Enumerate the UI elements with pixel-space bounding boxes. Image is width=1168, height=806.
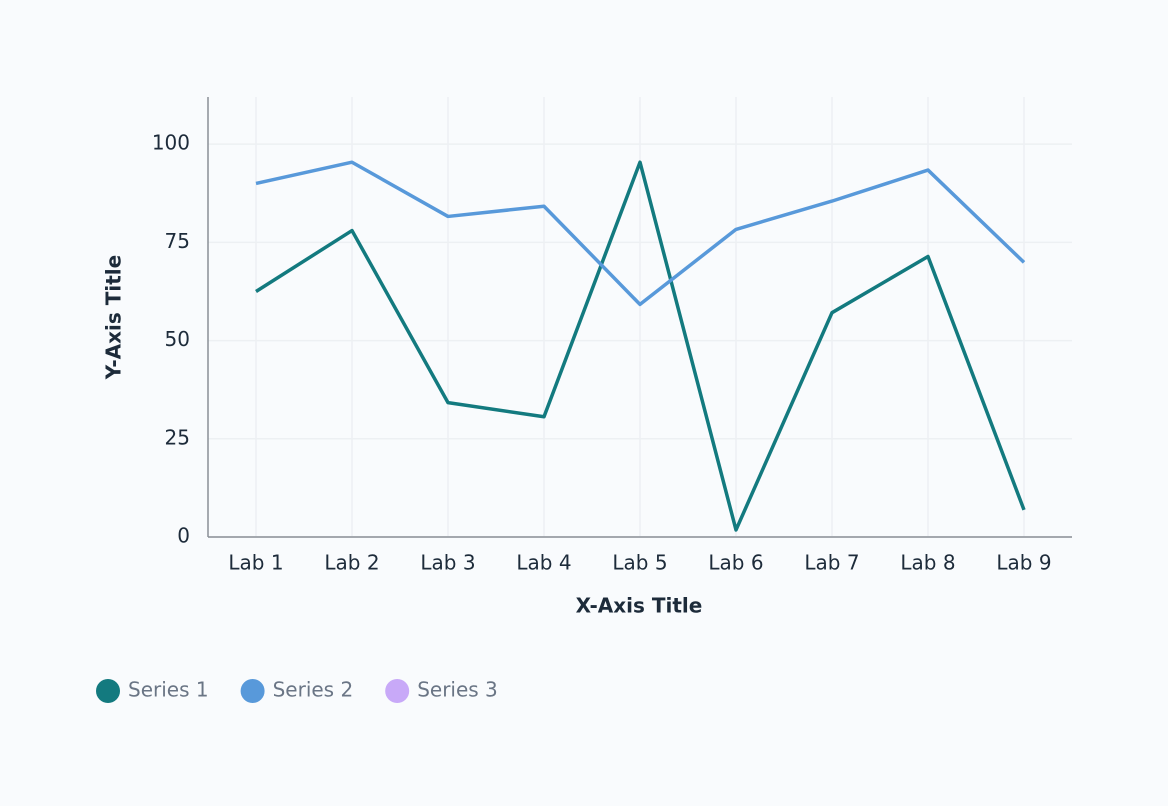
legend-label: Series 1 — [128, 678, 209, 702]
y-tick-label: 100 — [152, 131, 190, 155]
x-tick-label: Lab 2 — [324, 551, 379, 575]
y-tick-label: 75 — [165, 229, 190, 253]
series-line — [255, 160, 1026, 532]
y-tick-label: 25 — [165, 425, 190, 449]
x-tick-label: Lab 7 — [804, 551, 859, 575]
x-axis-title: X-Axis Title — [576, 594, 703, 618]
x-tick-label: Lab 9 — [996, 551, 1051, 575]
legend-label: Series 3 — [417, 678, 498, 702]
legend-label: Series 2 — [273, 678, 354, 702]
y-tick-label: 0 — [177, 524, 190, 548]
x-tick-label: Lab 3 — [420, 551, 475, 575]
legend-marker — [96, 679, 120, 703]
x-tick-label: Lab 5 — [612, 551, 667, 575]
x-tick-label: Lab 4 — [516, 551, 571, 575]
y-tick-label: 50 — [165, 327, 190, 351]
legend-marker — [240, 679, 265, 703]
x-tick-label: Lab 6 — [708, 551, 763, 575]
series-line — [255, 160, 1026, 307]
legend-marker — [385, 679, 410, 703]
x-tick-label: Lab 8 — [900, 551, 955, 575]
x-tick-label: Lab 1 — [228, 551, 283, 575]
y-axis-title: Y-Axis Title — [102, 255, 126, 380]
